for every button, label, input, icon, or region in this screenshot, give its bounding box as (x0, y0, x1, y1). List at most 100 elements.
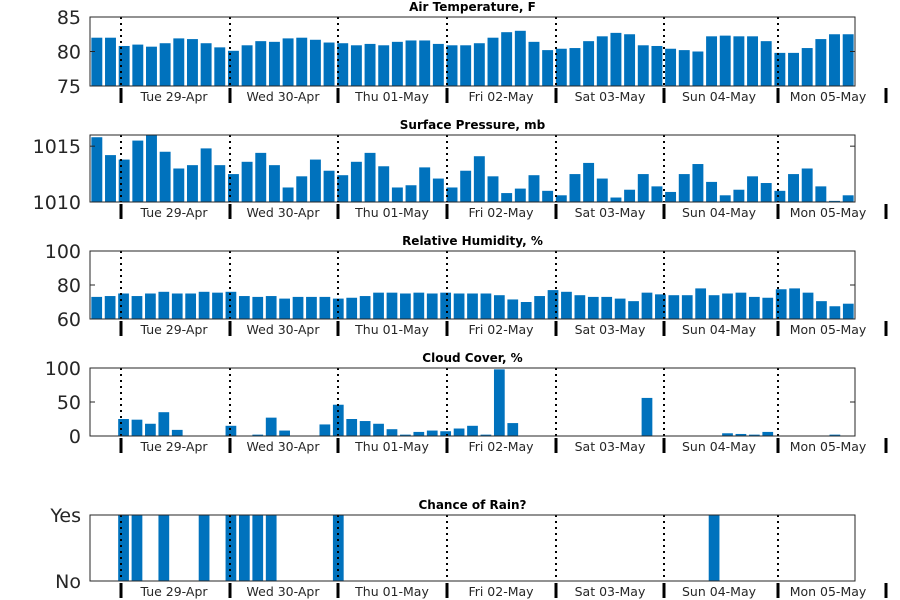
data-bar (132, 44, 144, 86)
data-bar (610, 197, 622, 202)
data-bar (91, 137, 103, 202)
data-bar (774, 52, 786, 86)
data-bar (446, 187, 458, 202)
data-bar (574, 295, 586, 319)
data-bar (760, 41, 772, 86)
data-bar (405, 40, 417, 86)
data-bar (733, 36, 745, 86)
data-bar (651, 45, 663, 86)
data-bar (337, 175, 349, 202)
data-bar (185, 293, 197, 319)
xtick-label: Wed 30-Apr (247, 89, 321, 104)
data-bar (173, 168, 185, 202)
xtick-label: Fri 02-May (468, 584, 534, 599)
data-bar (708, 515, 720, 581)
data-bar (145, 423, 156, 436)
data-bar (665, 191, 677, 202)
data-bar (200, 43, 212, 86)
xtick-label: Tue 29-Apr (139, 205, 208, 220)
data-bar (440, 292, 452, 319)
xtick-label: Sat 03-May (575, 322, 646, 337)
data-bar (624, 34, 636, 86)
data-bar (268, 165, 280, 202)
ytick-label: 1015 (33, 136, 81, 158)
data-bar (105, 37, 116, 86)
ytick-label: 0 (69, 426, 81, 448)
data-bar (641, 397, 653, 436)
data-bar (587, 296, 599, 319)
xtick-label: Sun 04-May (682, 322, 757, 337)
data-bar (225, 515, 237, 581)
xtick-label: Sat 03-May (575, 439, 646, 454)
data-bar (815, 39, 827, 86)
data-bar (426, 293, 438, 319)
axes-box (89, 134, 856, 203)
data-bar (748, 296, 760, 319)
data-bar (346, 297, 358, 319)
data-bar (171, 293, 183, 319)
data-bar (319, 424, 331, 436)
data-bar (159, 151, 171, 202)
data-bar (735, 292, 747, 319)
data-bar (655, 294, 666, 319)
data-bar (747, 176, 759, 202)
xtick-label: Mon 05-May (790, 89, 867, 104)
data-bar (641, 292, 653, 319)
xtick-label: Mon 05-May (790, 584, 867, 599)
data-bar (400, 293, 411, 319)
data-bar (493, 295, 505, 319)
data-bar (789, 288, 800, 319)
chart-panel-2: 1010 1015 Tue 29-Apr Wed 30-Apr Thu 01-May Fr… (33, 118, 888, 220)
data-bar (214, 165, 226, 202)
xtick-label: Thu 01-May (354, 205, 429, 220)
data-bar (473, 156, 485, 202)
data-bar (145, 293, 156, 319)
data-bar (91, 296, 103, 319)
data-bar (332, 404, 344, 436)
data-bar (359, 421, 371, 436)
data-bar (350, 161, 362, 202)
panel-title: Surface Pressure, mb (400, 118, 546, 132)
data-bar (118, 419, 129, 436)
xtick-label: Sun 04-May (682, 439, 757, 454)
data-bar (419, 40, 431, 86)
data-bar (695, 288, 707, 319)
data-bar (534, 296, 545, 319)
data-bar (722, 433, 733, 436)
data-bar (528, 41, 540, 86)
data-bar (601, 296, 613, 319)
data-bar (507, 423, 519, 436)
panel-title: Air Temperature, F (409, 0, 536, 14)
data-bar (829, 434, 841, 436)
data-bar (547, 290, 559, 319)
data-bar (706, 181, 718, 202)
data-bar (432, 178, 444, 202)
data-bar (760, 183, 772, 202)
xtick-label: Fri 02-May (468, 205, 534, 220)
data-bar (118, 159, 130, 202)
data-bar (227, 174, 239, 202)
data-bar (501, 32, 513, 86)
data-bar (279, 298, 290, 319)
data-bar (419, 167, 431, 202)
data-bar (801, 48, 813, 86)
data-bar (146, 46, 157, 86)
data-bar (282, 187, 294, 202)
data-bar (467, 293, 478, 319)
data-bar (265, 296, 277, 319)
ytick-label: Yes (49, 505, 81, 527)
data-bar (514, 188, 526, 202)
xtick-label: Mon 05-May (790, 439, 867, 454)
data-bar (514, 30, 526, 86)
chart-panel-4: 0 50 100 Tue 29-Apr Wed 30-Apr Thu 01-May Fri … (45, 351, 888, 454)
xtick-label: Sat 03-May (575, 584, 646, 599)
data-bar (446, 45, 458, 86)
data-bar (118, 45, 130, 86)
data-bar (296, 176, 308, 202)
xtick-label: Thu 01-May (354, 322, 429, 337)
data-bar (678, 174, 690, 202)
data-bar (775, 289, 787, 319)
data-bar (386, 429, 398, 436)
data-bar (105, 155, 116, 202)
ytick-label: 80 (57, 275, 81, 297)
